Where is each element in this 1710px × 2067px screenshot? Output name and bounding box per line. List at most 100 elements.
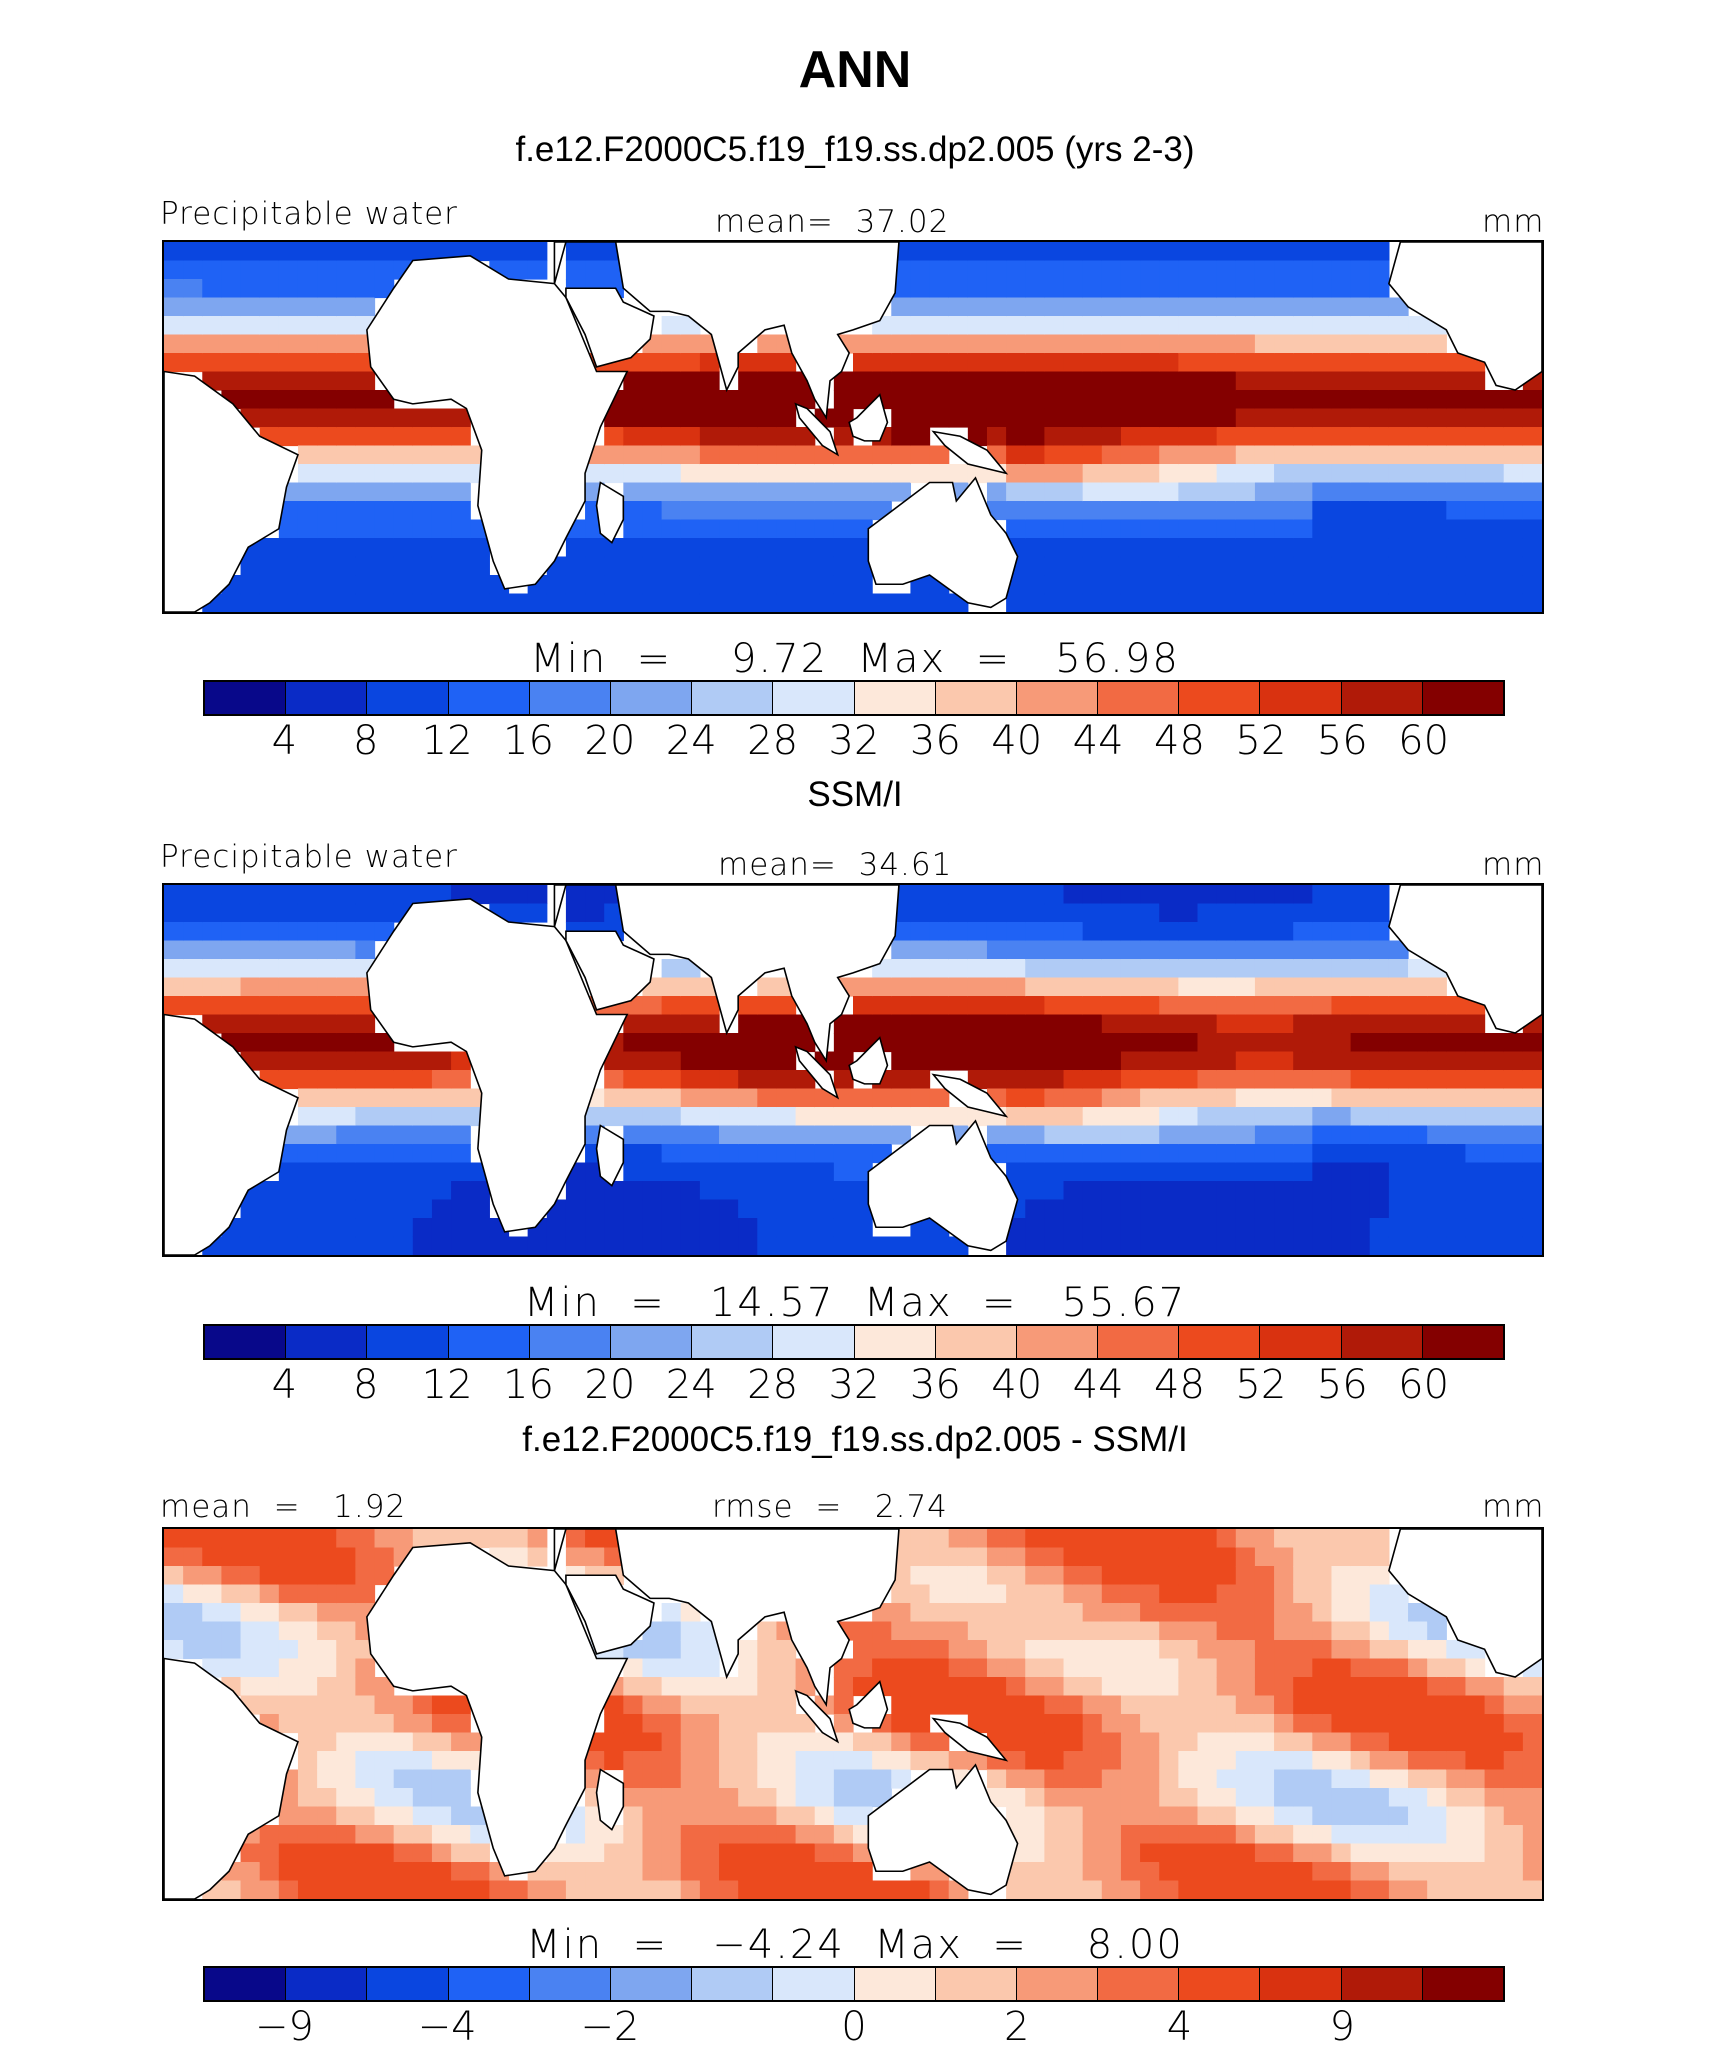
grid-cell: [795, 1825, 816, 1845]
grid-cell: [1331, 445, 1352, 465]
grid-cell: [297, 885, 318, 905]
grid-cell: [1216, 1125, 1237, 1145]
grid-cell: [986, 353, 1007, 373]
grid-cell: [1063, 334, 1084, 354]
grid-cell: [1408, 445, 1428, 465]
grid-cell: [1388, 1603, 1409, 1623]
grid-cell: [1293, 1714, 1313, 1734]
grid-cell: [891, 977, 912, 997]
grid-cell: [967, 242, 988, 262]
grid-cell: [1293, 408, 1313, 428]
grid-cell: [259, 242, 280, 262]
grid-cell: [1350, 371, 1371, 391]
grid-cell: [1446, 1199, 1467, 1219]
grid-cell: [259, 996, 280, 1016]
grid-cell: [317, 408, 337, 428]
grid-cell: [1331, 482, 1352, 502]
grid-cell: [1331, 556, 1352, 576]
grid-cell: [680, 427, 701, 447]
grid-cell: [1312, 556, 1333, 576]
grid-cell: [967, 1677, 988, 1697]
grid-cell: [431, 885, 452, 905]
colorbar-tick-label: 8: [353, 718, 379, 764]
grid-cell: [642, 371, 663, 391]
grid-cell: [1446, 390, 1467, 410]
grid-cell: [1178, 1529, 1199, 1549]
grid-cell: [451, 1714, 471, 1734]
grid-cell: [1312, 1788, 1333, 1808]
grid-cell: [470, 556, 490, 576]
grid-cell: [1159, 1751, 1179, 1771]
grid-cell: [1312, 1621, 1333, 1641]
grid-cell: [833, 1843, 854, 1863]
grid-cell: [1388, 1051, 1409, 1071]
grid-cell: [1446, 353, 1467, 373]
grid-cell: [1235, 1658, 1256, 1678]
grid-cell: [1178, 977, 1199, 997]
grid-cell: [1465, 556, 1486, 576]
grid-cell: [1427, 1843, 1447, 1863]
grid-cell: [910, 297, 931, 317]
grid-cell: [1120, 242, 1141, 262]
grid-cell: [642, 427, 663, 447]
grid-cell: [1331, 1769, 1352, 1789]
grid-cell: [1025, 1714, 1045, 1734]
grid-cell: [1197, 279, 1218, 299]
grid-cell: [221, 1566, 242, 1586]
grid-cell: [853, 1788, 873, 1808]
grid-cell: [719, 1732, 739, 1752]
grid-cell: [355, 1788, 376, 1808]
grid-cell: [336, 482, 356, 502]
grid-cell: [661, 1714, 682, 1734]
grid-cell: [1025, 1199, 1045, 1219]
grid-cell: [278, 1199, 299, 1219]
grid-cell: [202, 242, 223, 262]
grid-cell: [1120, 1051, 1141, 1071]
colorbar-swatch: [692, 1968, 774, 2000]
grid-cell: [470, 242, 490, 262]
grid-cell: [1101, 482, 1122, 502]
grid-cell: [1101, 353, 1122, 373]
grid-cell: [221, 1584, 242, 1604]
grid-cell: [1120, 1695, 1141, 1715]
grid-cell: [1006, 1107, 1026, 1127]
grid-cell: [508, 1547, 529, 1567]
grid-cell: [642, 1125, 663, 1145]
grid-cell: [1101, 1051, 1122, 1071]
grid-cell: [317, 922, 337, 942]
grid-cell: [297, 482, 318, 502]
grid-cell: [795, 1218, 816, 1238]
grid-cell: [508, 1880, 529, 1899]
grid-cell: [1350, 427, 1371, 447]
grid-cell: [278, 1070, 299, 1090]
grid-cell: [565, 1843, 586, 1863]
grid-cell: [1082, 1584, 1103, 1604]
grid-cell: [1312, 575, 1333, 595]
grid-cell: [1101, 1825, 1122, 1845]
grid-cell: [1140, 501, 1160, 521]
grid-cell: [1178, 1621, 1199, 1641]
grid-cell: [1216, 297, 1237, 317]
grid-cell: [1331, 1051, 1352, 1071]
colorbar-swatch: [205, 1326, 287, 1358]
grid-cell: [1216, 1566, 1237, 1586]
grid-cell: [1159, 464, 1179, 484]
grid-cell: [1216, 1732, 1237, 1752]
grid-cell: [278, 1640, 299, 1660]
grid-cell: [948, 260, 969, 280]
colorbar-tick-label: 16: [503, 1362, 554, 1408]
grid-cell: [1216, 1584, 1237, 1604]
grid-cell: [1082, 445, 1103, 465]
grid-cell: [986, 297, 1007, 317]
grid-cell: [1465, 1806, 1486, 1826]
grid-cell: [1063, 408, 1084, 428]
grid-cell: [1025, 1788, 1045, 1808]
grid-cell: [183, 940, 203, 960]
grid-cell: [929, 593, 950, 612]
colorbar-swatch: [367, 682, 449, 714]
colorbar-tick-label: 32: [828, 718, 880, 764]
grid-cell: [1120, 1088, 1141, 1108]
grid-cell: [948, 1621, 969, 1641]
grid-cell: [1101, 1547, 1122, 1567]
grid-cell: [1369, 1788, 1390, 1808]
